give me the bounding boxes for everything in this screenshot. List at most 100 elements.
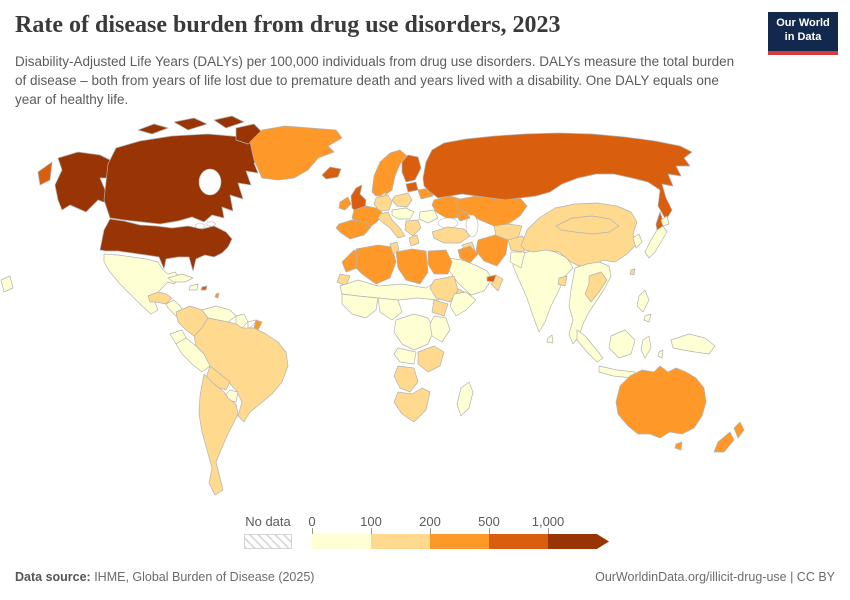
region-philippines-south[interactable] <box>643 313 652 323</box>
region-new-zealand-south[interactable] <box>713 431 735 453</box>
region-libya[interactable] <box>395 248 429 285</box>
owid-logo[interactable]: Our World in Data <box>768 12 838 55</box>
region-korea[interactable] <box>632 233 643 249</box>
region-sulawesi[interactable] <box>640 335 652 359</box>
region-pacific-sliver[interactable] <box>0 275 14 293</box>
region-argentina-chile[interactable] <box>198 373 239 496</box>
region-south-sudan-uganda[interactable] <box>431 299 449 317</box>
region-italy[interactable] <box>377 211 406 239</box>
region-zambia-mozambique[interactable] <box>417 345 445 373</box>
region-greenland[interactable] <box>249 125 343 181</box>
no-data-swatch[interactable] <box>244 534 292 549</box>
tick-mark <box>430 528 431 534</box>
footer-license[interactable]: OurWorldinData.org/illicit-drug-use | CC… <box>595 570 835 584</box>
region-poland[interactable] <box>391 192 413 208</box>
region-baltics[interactable] <box>405 181 419 193</box>
legend-tick-0: 0 <box>308 514 316 529</box>
region-tasmania[interactable] <box>674 441 683 451</box>
region-central-europe[interactable] <box>391 207 415 220</box>
region-japan[interactable] <box>644 225 668 259</box>
region-pakistan[interactable] <box>509 251 526 269</box>
region-united-states[interactable] <box>99 218 233 272</box>
great-lake-east <box>206 221 216 227</box>
region-romania[interactable] <box>418 209 439 224</box>
region-guyana[interactable] <box>235 313 249 329</box>
great-lake-west <box>194 223 206 229</box>
region-puerto-rico[interactable] <box>200 285 208 291</box>
region-greece[interactable] <box>408 234 420 247</box>
region-moluccas[interactable] <box>657 349 664 359</box>
region-iran[interactable] <box>475 234 509 267</box>
region-arctic-island-1[interactable] <box>137 123 169 135</box>
region-egypt[interactable] <box>427 249 453 275</box>
no-data-label: No data <box>245 514 291 529</box>
region-mexico[interactable] <box>103 253 181 315</box>
region-thailand-laos[interactable] <box>584 271 608 303</box>
region-new-guinea[interactable] <box>670 333 716 355</box>
region-caucasus[interactable] <box>455 211 471 222</box>
legend-swatch-0-100[interactable] <box>312 534 371 549</box>
hudson-bay <box>198 168 222 196</box>
region-mongolia[interactable] <box>555 215 620 235</box>
region-kazakhstan[interactable] <box>454 195 528 227</box>
region-east-africa[interactable] <box>429 315 451 343</box>
region-iceland[interactable] <box>321 166 342 180</box>
tick-mark <box>371 528 372 534</box>
region-angola[interactable] <box>393 347 417 365</box>
tick-mark <box>489 528 490 534</box>
region-madagascar[interactable] <box>456 381 474 417</box>
region-finland[interactable] <box>401 154 422 183</box>
region-norway-sweden[interactable] <box>371 149 408 197</box>
region-spain-portugal[interactable] <box>335 219 372 240</box>
legend-tick-200: 200 <box>419 514 441 529</box>
region-south-africa[interactable] <box>393 387 431 423</box>
legend-swatch-500-1000[interactable] <box>489 534 548 549</box>
region-horn-of-africa[interactable] <box>449 291 477 317</box>
chart-subtitle: Disability-Adjusted Life Years (DALYs) p… <box>15 54 735 108</box>
legend-tick-100: 100 <box>360 514 382 529</box>
region-australia[interactable] <box>615 365 707 439</box>
region-arctic-island-3[interactable] <box>213 115 245 129</box>
tick-mark <box>548 528 549 534</box>
region-arctic-island-2[interactable] <box>173 117 208 131</box>
region-bangladesh[interactable] <box>557 275 568 287</box>
region-nigeria[interactable] <box>377 297 403 321</box>
region-new-zealand-north[interactable] <box>733 421 745 439</box>
logo-line1: Our World <box>776 17 830 29</box>
region-guatemala-honduras[interactable] <box>147 291 173 305</box>
region-mainland-se-asia[interactable] <box>568 261 612 345</box>
region-philippines-north[interactable] <box>636 289 650 313</box>
region-cuba[interactable] <box>167 273 194 283</box>
region-canada[interactable] <box>103 133 264 225</box>
region-sri-lanka[interactable] <box>546 334 554 344</box>
region-germany[interactable] <box>373 194 393 212</box>
footer-source-text: IHME, Global Burden of Disease (2025) <box>90 570 315 584</box>
legend-swatch-1000-plus[interactable] <box>548 534 609 549</box>
region-borneo[interactable] <box>608 329 636 359</box>
region-namibia-botswana[interactable] <box>393 365 419 393</box>
region-hispaniola[interactable] <box>188 283 199 291</box>
region-lesser-antilles[interactable] <box>214 292 220 299</box>
region-chukotka[interactable] <box>37 161 53 186</box>
region-turkey[interactable] <box>431 226 471 244</box>
region-ireland[interactable] <box>338 196 352 211</box>
footer-source-label: Data source: <box>15 570 91 584</box>
region-sumatra[interactable] <box>576 329 604 363</box>
region-oman[interactable] <box>490 274 504 292</box>
region-tunisia[interactable] <box>389 241 400 255</box>
legend-swatch-100-200[interactable] <box>371 534 430 549</box>
region-balkans[interactable] <box>404 219 422 237</box>
region-sudan[interactable] <box>429 275 459 303</box>
region-alaska[interactable] <box>54 151 113 213</box>
page-title: Rate of disease burden from drug use dis… <box>15 12 561 38</box>
legend-swatch-200-500[interactable] <box>430 534 489 549</box>
region-west-africa[interactable] <box>341 293 379 319</box>
footer-source: Data source: IHME, Global Burden of Dise… <box>15 570 314 584</box>
region-iraq[interactable] <box>457 245 479 264</box>
region-algeria[interactable] <box>355 244 397 285</box>
region-japan-hokkaido[interactable] <box>660 215 670 227</box>
region-central-africa[interactable] <box>393 313 435 351</box>
region-taiwan[interactable] <box>629 268 636 276</box>
